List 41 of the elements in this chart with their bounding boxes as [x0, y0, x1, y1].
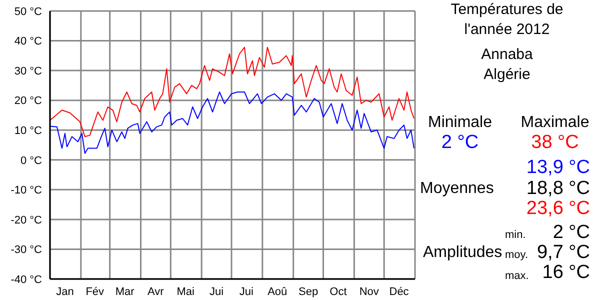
- x-tick-label: Déc: [389, 286, 410, 298]
- x-tick-label: Mai: [176, 286, 194, 298]
- y-tick-label: -30 °C: [10, 244, 42, 256]
- x-tick-label: Aoû: [268, 286, 288, 298]
- text: 9,7 °C: [536, 242, 590, 264]
- text: 18,8 °C: [526, 178, 590, 200]
- x-tick-label: Jui: [239, 286, 254, 298]
- text: Températures de l'année 2012: [450, 0, 564, 40]
- text: Moyennes: [420, 179, 494, 199]
- y-tick-label: -10 °C: [10, 184, 42, 197]
- text: 38 °C: [531, 132, 579, 154]
- y-tick-label: -40 °C: [10, 274, 42, 286]
- x-tick-label: Sep: [298, 286, 318, 298]
- y-tick-label: 40 °C: [14, 36, 42, 48]
- x-tick-label: Jui: [210, 286, 224, 298]
- x-tick-label: Nov: [359, 286, 380, 298]
- text: 23,6 °C: [526, 198, 590, 220]
- text: 13,9 °C: [526, 156, 590, 180]
- text: 16 °C: [542, 262, 590, 284]
- text: moy.: [505, 249, 528, 263]
- x-tick-label: Jan: [56, 286, 74, 298]
- text: Maximale: [520, 113, 590, 133]
- line-series: [50, 46, 415, 138]
- text: Amplitudes: [423, 243, 502, 263]
- x-tick-label: Avr: [148, 286, 164, 298]
- y-tick-label: 0 °C: [20, 154, 42, 167]
- text: min.: [505, 229, 526, 243]
- y-tick-label: 20 °C: [14, 95, 42, 108]
- y-tick-label: -20 °C: [10, 214, 42, 226]
- x-tick-label: Oct: [330, 286, 347, 298]
- text: 2 °C: [552, 222, 590, 244]
- line-series: [50, 91, 415, 154]
- x-tick-label: Fév: [86, 286, 105, 298]
- text: Minimale: [428, 113, 492, 133]
- y-tick-label: 30 °C: [14, 65, 42, 78]
- text: 2 °C: [441, 132, 479, 154]
- text: Annaba Algérie: [480, 45, 534, 85]
- text: max.: [505, 270, 529, 284]
- y-tick-label: 10 °C: [14, 125, 42, 138]
- x-tick-label: Mar: [115, 286, 135, 298]
- y-tick-label: 50 °C: [14, 6, 42, 18]
